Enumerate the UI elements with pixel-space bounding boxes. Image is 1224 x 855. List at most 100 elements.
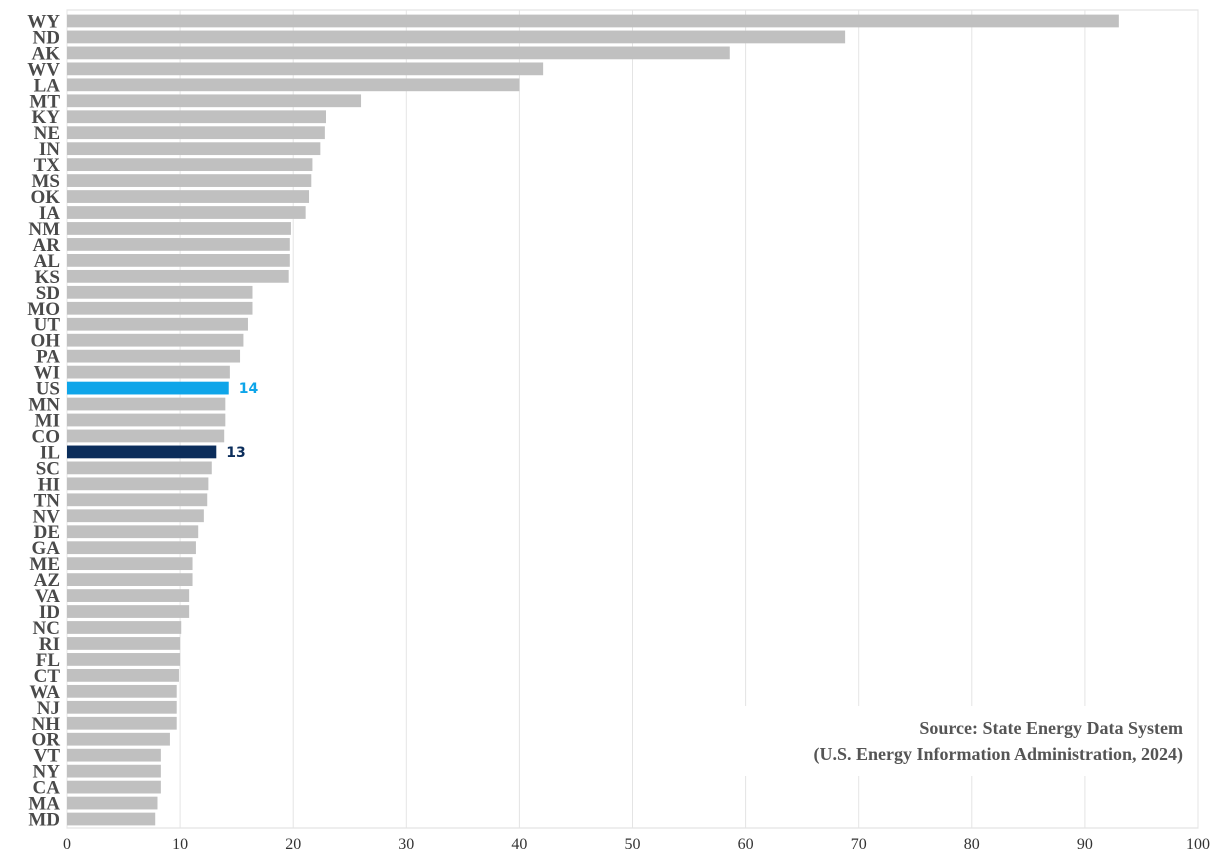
bar-wy bbox=[67, 14, 1119, 28]
bar-nh bbox=[67, 716, 177, 730]
category-label: OH bbox=[30, 331, 60, 352]
source-line-1: Source: State Energy Data System bbox=[919, 718, 1183, 738]
category-label: GA bbox=[32, 538, 61, 559]
category-label: MD bbox=[28, 810, 60, 831]
bar-me bbox=[67, 557, 193, 571]
category-label: WI bbox=[34, 363, 60, 384]
bar-nj bbox=[67, 700, 177, 714]
category-label: SD bbox=[36, 283, 60, 304]
value-labels: 14 13 bbox=[226, 381, 258, 461]
category-label: TX bbox=[34, 155, 61, 176]
category-label: WV bbox=[27, 59, 60, 80]
category-label: MN bbox=[28, 395, 60, 416]
x-tick-label: 100 bbox=[1186, 836, 1210, 853]
category-label: FL bbox=[36, 650, 60, 671]
bar-az bbox=[67, 573, 193, 586]
category-label: NC bbox=[33, 618, 60, 639]
bar-ok bbox=[67, 190, 310, 203]
category-label: WY bbox=[27, 11, 60, 32]
bar-la bbox=[67, 78, 520, 92]
bar-ia bbox=[67, 206, 306, 219]
x-tick-label: 80 bbox=[964, 836, 980, 853]
category-label: SC bbox=[36, 458, 60, 479]
x-tick-label: 40 bbox=[511, 836, 527, 853]
bar-wa bbox=[67, 684, 177, 698]
bar-tn bbox=[67, 493, 208, 507]
category-label: OK bbox=[30, 187, 60, 208]
category-label: AL bbox=[34, 251, 60, 272]
category-label: MS bbox=[32, 171, 61, 192]
bar-mn bbox=[67, 397, 226, 411]
bar-il bbox=[67, 445, 217, 459]
bar-ct bbox=[67, 668, 179, 682]
bar-ny bbox=[67, 764, 161, 778]
x-tick-label: 90 bbox=[1077, 836, 1093, 853]
bar-de bbox=[67, 525, 199, 539]
category-labels: WYNDAKWVLAMTKYNEINTXMSOKIANMARALKSSDMOUT… bbox=[27, 11, 60, 830]
source-annotation-background bbox=[668, 706, 1188, 776]
category-label: DE bbox=[34, 522, 60, 543]
bar-ms bbox=[67, 174, 312, 187]
category-label: TN bbox=[34, 490, 61, 511]
bar-us bbox=[67, 381, 229, 395]
bar-fl bbox=[67, 653, 181, 666]
category-label: CO bbox=[32, 426, 61, 447]
bar-nv bbox=[67, 509, 204, 523]
category-label: NJ bbox=[37, 698, 60, 719]
category-label: UT bbox=[34, 315, 61, 336]
bar-pa bbox=[67, 349, 241, 363]
category-label: AK bbox=[32, 43, 61, 64]
category-label: MT bbox=[29, 91, 60, 112]
category-label: CT bbox=[34, 666, 61, 687]
bar-id bbox=[67, 605, 190, 618]
category-label: PA bbox=[36, 347, 60, 368]
bar-wv bbox=[67, 62, 544, 76]
bar-ri bbox=[67, 637, 181, 650]
bar-or bbox=[67, 732, 170, 746]
bar-co bbox=[67, 429, 225, 443]
category-label: MO bbox=[27, 299, 60, 320]
category-label: ND bbox=[33, 27, 60, 48]
category-label: AR bbox=[33, 235, 61, 256]
category-label: AZ bbox=[34, 570, 60, 591]
bar-ne bbox=[67, 126, 325, 140]
category-label: NE bbox=[34, 123, 60, 144]
bar-ca bbox=[67, 780, 161, 794]
bar-ak bbox=[67, 46, 730, 60]
bar-ks bbox=[67, 269, 289, 283]
category-label: NM bbox=[28, 219, 60, 240]
x-tick-label: 30 bbox=[398, 836, 414, 853]
bar-ma bbox=[67, 796, 158, 810]
source-line-2: (U.S. Energy Information Administration,… bbox=[813, 744, 1183, 765]
bars bbox=[67, 14, 1119, 826]
bar-hi bbox=[67, 477, 209, 491]
x-tick-label: 60 bbox=[738, 836, 754, 853]
value-label-us: 14 bbox=[239, 381, 259, 397]
category-label: VA bbox=[35, 586, 60, 607]
bar-ga bbox=[67, 541, 196, 555]
category-label: WA bbox=[29, 682, 60, 703]
bar-tx bbox=[67, 158, 313, 172]
value-label-il: 13 bbox=[226, 445, 245, 461]
category-label: VT bbox=[34, 746, 61, 767]
x-tick-label: 0 bbox=[63, 836, 71, 853]
x-axis-tick-labels: 0 10 20 30 40 50 60 70 80 90 100 bbox=[63, 836, 1210, 853]
category-label: US bbox=[36, 379, 60, 400]
bar-nm bbox=[67, 222, 291, 235]
category-label: NY bbox=[33, 762, 61, 783]
bar-sc bbox=[67, 461, 212, 475]
category-label: ID bbox=[39, 602, 60, 623]
category-label: NH bbox=[32, 714, 61, 735]
category-label: RI bbox=[39, 634, 60, 655]
x-tick-label: 50 bbox=[625, 836, 641, 853]
category-label: LA bbox=[34, 75, 61, 96]
bar-al bbox=[67, 254, 290, 267]
category-label: MI bbox=[35, 411, 60, 432]
bar-md bbox=[67, 812, 156, 826]
x-tick-label: 20 bbox=[285, 836, 301, 853]
bar-nd bbox=[67, 30, 846, 44]
category-label: MA bbox=[28, 794, 60, 815]
category-label: HI bbox=[38, 474, 60, 495]
bar-nc bbox=[67, 621, 182, 634]
